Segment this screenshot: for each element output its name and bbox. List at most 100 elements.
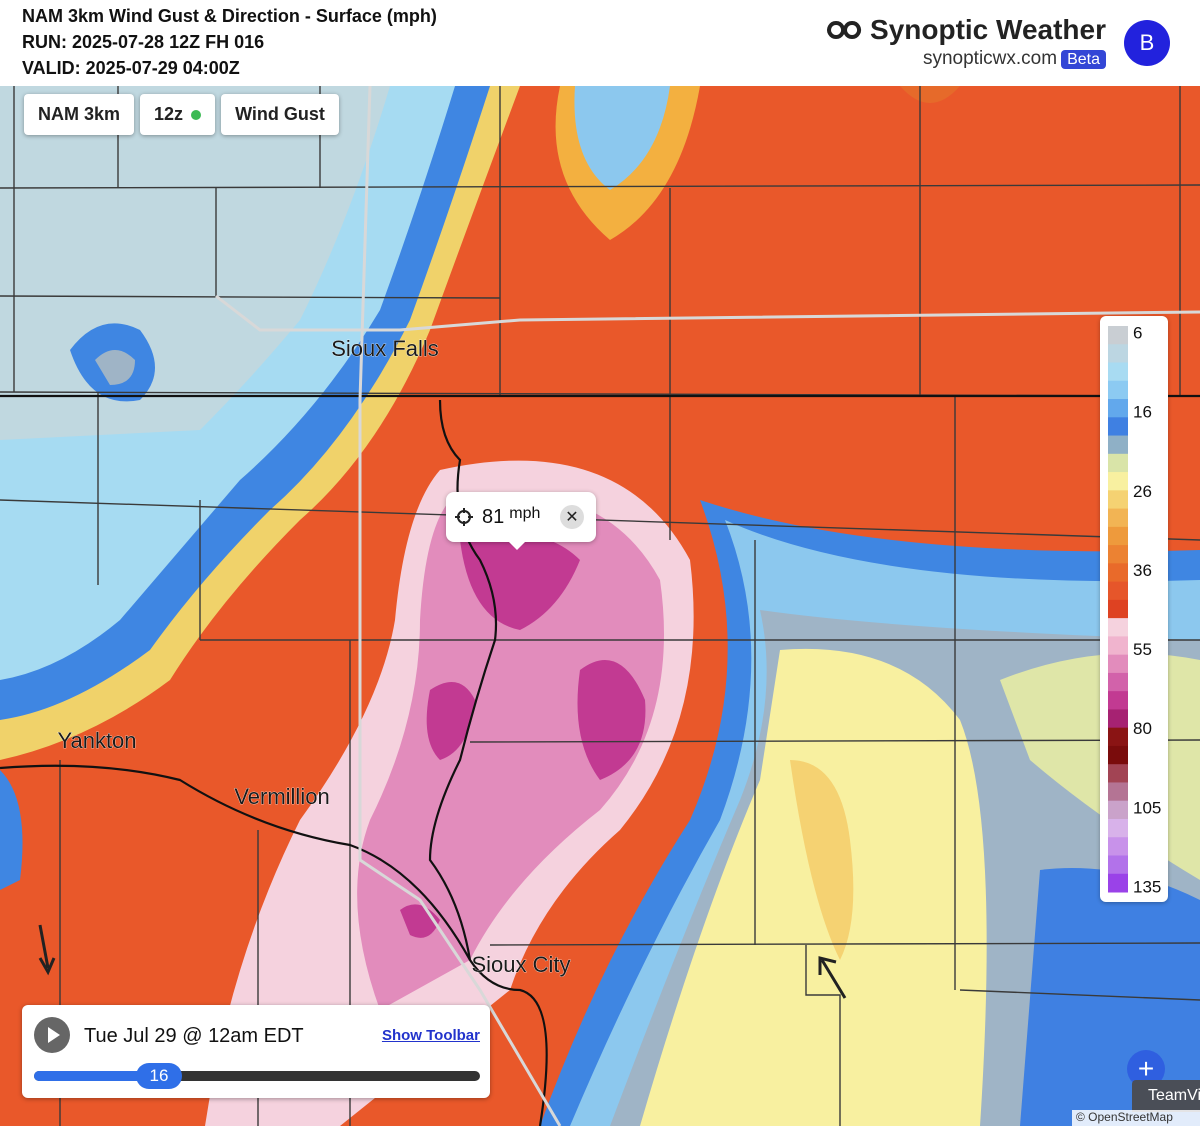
legend-swatch (1108, 745, 1128, 765)
control-button[interactable]: 12z (140, 94, 216, 135)
map-layer: Sioux Falls Yankton Vermillion Sioux City (0, 86, 1200, 1126)
brand-text: Synoptic Weather (870, 14, 1106, 45)
brand-name: Synoptic Weather (826, 14, 1106, 46)
map-shape (460, 533, 580, 630)
legend-swatch (1108, 399, 1128, 418)
legend-swatch (1108, 508, 1128, 528)
legend-label: 36 (1133, 561, 1152, 580)
map-line (358, 86, 562, 1126)
legend-swatch (1108, 818, 1128, 838)
logo (827, 21, 862, 39)
legend-swatch (1108, 764, 1128, 783)
map-shape (48, 1027, 60, 1043)
city-label: Yankton (57, 728, 136, 753)
control-button[interactable]: Wind Gust (221, 94, 339, 135)
popup: 81 mph ✕ (446, 492, 596, 550)
map-line (959, 989, 1200, 1001)
slider-track[interactable] (34, 1071, 480, 1081)
map-shape (790, 760, 854, 960)
slider-handle[interactable]: 16 (136, 1063, 182, 1089)
title: NAM 3km Wind Gust & Direction - Surface … (22, 6, 437, 26)
city-label: Sioux City (471, 952, 570, 977)
map-shape (455, 508, 473, 526)
brand: Synoptic Weather synopticwx.com Beta (826, 14, 1106, 70)
avatar[interactable]: B (1124, 20, 1170, 66)
brand-url[interactable]: synopticwx.com Beta (826, 48, 1106, 70)
map-shape (0, 770, 23, 890)
legend-swatch (1108, 362, 1128, 382)
legend-label: 6 (1133, 323, 1142, 342)
legend-swatch (1108, 636, 1128, 656)
map-shape (38, 924, 56, 976)
map-shape (577, 660, 646, 780)
run: RUN: 2025-07-28 12Z FH 016 (22, 32, 265, 52)
legend-swatch (1108, 563, 1128, 583)
status-dot (191, 109, 202, 120)
legend-swatch (1108, 417, 1128, 437)
legend-swatch (1108, 344, 1128, 364)
map-shape (818, 956, 847, 999)
map-line (469, 739, 1200, 743)
play-button[interactable] (34, 1017, 70, 1053)
popup-value: 81 (482, 505, 505, 528)
playback: Tue Jul 29 @ 12am EDT Show Toolbar 16 (22, 1005, 490, 1098)
url[interactable]: synopticwx.com (922, 48, 1058, 69)
legend-swatch (1108, 727, 1128, 747)
city-label: Sioux Falls (331, 336, 439, 361)
legend-swatch (1108, 435, 1128, 455)
legend-swatch (1108, 800, 1128, 820)
city-label: Vermillion (234, 784, 329, 809)
legend-label: 26 (1133, 482, 1152, 501)
slider-fill (34, 1071, 158, 1081)
legend-swatch (1108, 472, 1128, 491)
legend-scale: 6 16 26 36 55 80 105 135 (1108, 323, 1161, 896)
control-label: NAM 3km (38, 104, 121, 124)
show-toolbar[interactable]: Show Toolbar (381, 1027, 480, 1044)
map-shape (640, 648, 987, 1126)
map-shape (827, 21, 862, 39)
map-shape (900, 86, 960, 103)
legend-swatch (1108, 837, 1128, 856)
map-line (215, 294, 1200, 332)
legend-swatch (1108, 873, 1128, 893)
legend-swatch (1108, 709, 1128, 729)
popup-unit: mph (509, 505, 541, 522)
play-icon (48, 1027, 60, 1043)
control-label: Wind Gust (235, 104, 325, 124)
legend-swatch (1108, 855, 1128, 875)
legend: 6 16 26 36 55 80 105 135 (1100, 316, 1168, 902)
map-line (0, 295, 501, 299)
crosshair-icon (455, 508, 473, 526)
legend-swatch (1108, 618, 1128, 637)
legend-swatch (1108, 526, 1128, 546)
attribution: © OpenStreetMap (1072, 1110, 1200, 1126)
legend-swatch (1108, 599, 1128, 619)
legend-label: 105 (1133, 798, 1161, 817)
map-shape (574, 86, 670, 190)
map[interactable]: Sioux Falls Yankton Vermillion Sioux City (0, 86, 1200, 1126)
legend-swatch (1108, 490, 1128, 510)
map-line (805, 945, 841, 1126)
controls: NAM 3km 12z Wind Gust (24, 94, 339, 135)
legend-swatch (1108, 453, 1128, 473)
valid: VALID: 2025-07-29 04:00Z (22, 58, 240, 78)
map-line (215, 86, 1200, 1126)
map-shape (95, 350, 135, 385)
time: Tue Jul 29 @ 12am EDT (84, 1025, 304, 1047)
legend-swatch (1108, 691, 1128, 710)
legend-label: 16 (1133, 403, 1152, 422)
control-button[interactable]: NAM 3km (24, 94, 135, 135)
legend-swatch (1108, 380, 1128, 400)
header: NAM 3km Wind Gust & Direction - Surface … (0, 0, 1200, 86)
badge: Beta (1061, 50, 1106, 69)
map-line (489, 942, 1200, 946)
legend-swatch (1108, 545, 1128, 564)
legend-label: 80 (1133, 719, 1152, 738)
teamviewer-tab[interactable]: TeamVi (1132, 1080, 1200, 1112)
legend-swatch (1108, 326, 1128, 345)
legend-swatch (1108, 782, 1128, 802)
legend-swatch (1108, 672, 1128, 692)
map-line (0, 184, 1200, 189)
close-button[interactable]: ✕ (560, 505, 584, 529)
